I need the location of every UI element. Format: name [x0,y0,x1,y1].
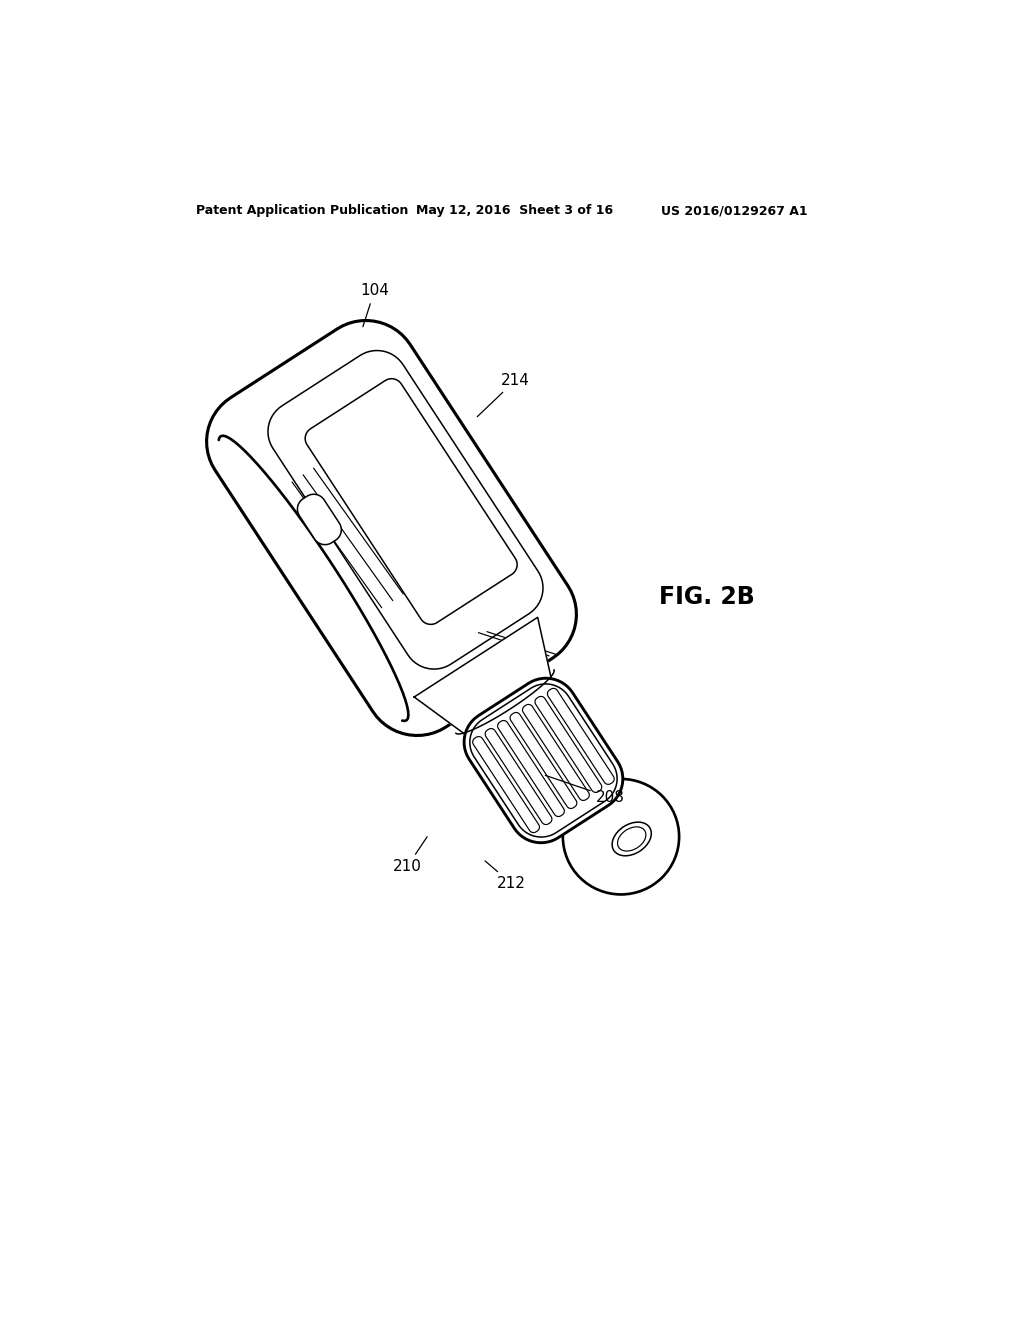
Polygon shape [548,689,614,784]
Circle shape [563,779,679,895]
Polygon shape [485,729,552,825]
Polygon shape [470,684,617,837]
Polygon shape [522,705,589,800]
Ellipse shape [612,822,651,855]
Polygon shape [207,321,577,735]
Text: May 12, 2016  Sheet 3 of 16: May 12, 2016 Sheet 3 of 16 [417,205,613,218]
Polygon shape [297,494,341,545]
Polygon shape [473,737,540,833]
Polygon shape [510,713,577,808]
Polygon shape [305,379,517,624]
Polygon shape [414,618,552,737]
Text: FIG. 2B: FIG. 2B [658,585,755,610]
Polygon shape [498,721,564,817]
Polygon shape [535,697,602,792]
Text: 210: 210 [392,837,427,874]
Polygon shape [268,351,543,669]
Ellipse shape [617,826,646,851]
Text: 212: 212 [485,861,526,891]
Text: 214: 214 [477,372,530,417]
Text: Patent Application Publication: Patent Application Publication [197,205,409,218]
Text: 208: 208 [545,775,625,805]
Text: 104: 104 [360,284,389,326]
Polygon shape [464,678,623,842]
Text: US 2016/0129267 A1: US 2016/0129267 A1 [662,205,808,218]
